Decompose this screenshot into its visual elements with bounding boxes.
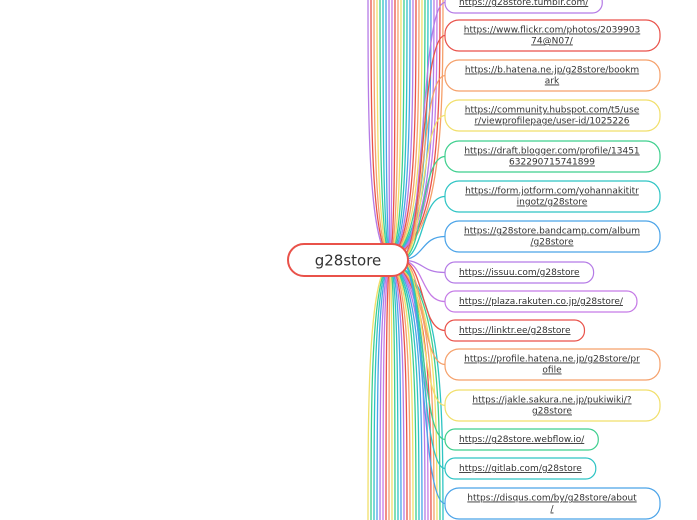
- branch-offscreen: [388, 259, 391, 520]
- node-box: [444, 220, 661, 253]
- link-text[interactable]: g28store: [532, 407, 572, 417]
- link-node[interactable]: https://linktr.ee/g28store: [444, 319, 586, 342]
- node-box: [444, 59, 661, 92]
- link-text[interactable]: /g28store: [531, 238, 574, 248]
- link-text[interactable]: https://community.hubspot.com/t5/use: [465, 106, 640, 116]
- link-node[interactable]: https://form.jotform.com/yohannakititrin…: [444, 180, 661, 213]
- center-label: g28store: [315, 252, 382, 270]
- link-text[interactable]: https://g28store.tumblr.com/: [459, 0, 589, 8]
- branch-offscreen: [389, 259, 393, 520]
- node-box: [444, 180, 661, 213]
- node-box: [444, 140, 661, 173]
- branch-offscreen: [389, 0, 435, 261]
- link-node[interactable]: https://draft.blogger.com/profile/134516…: [444, 140, 661, 173]
- node-box: [444, 0, 603, 14]
- link-text[interactable]: r/viewprofilepage/user-id/1025226: [474, 117, 629, 127]
- link-text[interactable]: https://g28store.bandcamp.com/album: [464, 227, 640, 237]
- center-node: [287, 243, 409, 277]
- link-node[interactable]: https://g28store.webflow.io/: [444, 428, 599, 451]
- node-box: [444, 389, 661, 422]
- link-text[interactable]: https://disqus.com/by/g28store/about: [467, 494, 637, 504]
- link-text[interactable]: https://linktr.ee/g28store: [459, 326, 571, 336]
- node-box: [444, 261, 595, 284]
- branch-offscreen: [389, 0, 438, 261]
- link-node[interactable]: https://disqus.com/by/g28store/about/: [444, 487, 661, 520]
- link-node[interactable]: https://gitlab.com/g28store: [444, 457, 597, 480]
- link-text[interactable]: 632290715741899: [509, 158, 595, 168]
- link-node[interactable]: https://issuu.com/g28store: [444, 261, 595, 284]
- link-node[interactable]: https://g28store.bandcamp.com/album/g28s…: [444, 220, 661, 253]
- node-box: [444, 290, 638, 313]
- link-node[interactable]: https://jakle.sakura.ne.jp/pukiwiki/?g28…: [444, 389, 661, 422]
- link-node[interactable]: https://community.hubspot.com/t5/user/vi…: [444, 99, 661, 132]
- link-text[interactable]: https://profile.hatena.ne.jp/g28store/pr: [464, 355, 640, 365]
- link-text[interactable]: https://www.flickr.com/photos/2039903: [464, 26, 640, 36]
- link-text[interactable]: https://issuu.com/g28store: [459, 268, 580, 278]
- node-box: [444, 487, 661, 520]
- link-node[interactable]: https://www.flickr.com/photos/203990374@…: [444, 19, 661, 52]
- link-text[interactable]: 74@N07/: [531, 37, 574, 47]
- node-box: [444, 99, 661, 132]
- branch-offscreen: [388, 0, 391, 261]
- link-node[interactable]: https://profile.hatena.ne.jp/g28store/pr…: [444, 348, 661, 381]
- node-box: [444, 19, 661, 52]
- link-text[interactable]: https://plaza.rakuten.co.jp/g28store/: [459, 297, 624, 307]
- link-text[interactable]: https://b.hatena.ne.jp/g28store/bookm: [465, 66, 639, 76]
- branch: [399, 34, 446, 261]
- link-text[interactable]: ark: [545, 77, 560, 87]
- link-text[interactable]: https://g28store.webflow.io/: [459, 435, 585, 445]
- branch: [399, 74, 446, 261]
- branch-offscreen: [389, 259, 444, 520]
- link-text[interactable]: https://form.jotform.com/yohannakititr: [465, 187, 639, 197]
- node-box: [444, 428, 599, 451]
- link-text[interactable]: /: [550, 505, 554, 515]
- node-box: [444, 457, 597, 480]
- link-text[interactable]: https://gitlab.com/g28store: [459, 464, 582, 474]
- link-node[interactable]: https://plaza.rakuten.co.jp/g28store/: [444, 290, 638, 313]
- branch: [399, 1, 446, 261]
- branch-offscreen: [389, 0, 393, 261]
- branch: [399, 259, 446, 505]
- link-text[interactable]: https://jakle.sakura.ne.jp/pukiwiki/?: [472, 396, 631, 406]
- link-text[interactable]: https://draft.blogger.com/profile/13451: [464, 147, 639, 157]
- node-box: [444, 348, 661, 381]
- node-box: [444, 319, 586, 342]
- branch-offscreen: [389, 259, 438, 520]
- link-node[interactable]: https://g28store.tumblr.com/: [444, 0, 603, 14]
- link-text[interactable]: ofile: [542, 366, 562, 376]
- link-text[interactable]: ingotz/g28store: [517, 198, 588, 208]
